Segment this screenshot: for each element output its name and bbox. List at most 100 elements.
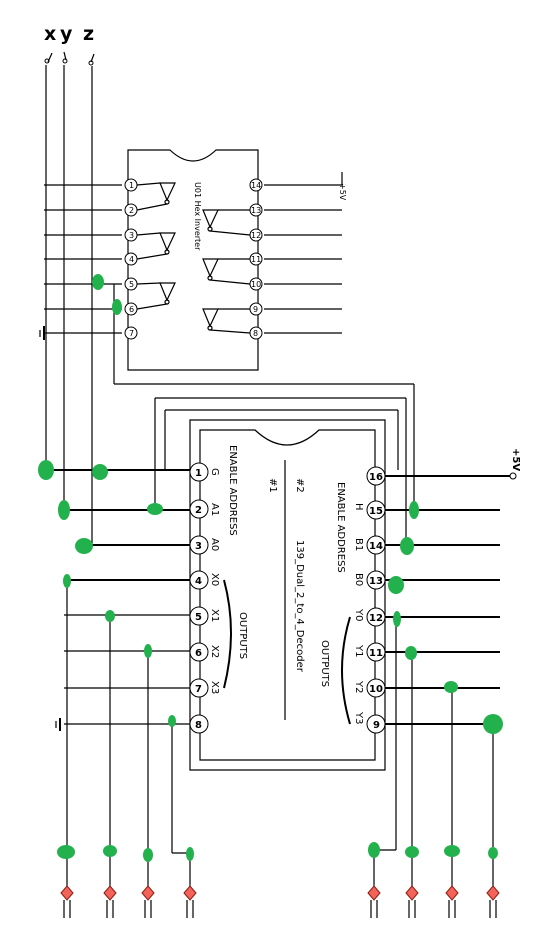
inverter-pin-14 <box>249 178 263 192</box>
decoder-pin-13 <box>366 570 386 590</box>
decoder-pin-4-label: 4 <box>195 576 202 587</box>
inverter-supply-label: +5V <box>338 183 347 201</box>
output-lamp <box>367 885 381 918</box>
signal-marker <box>58 500 70 520</box>
signal-marker <box>38 460 54 480</box>
inverter-pin-11-label: 11 <box>251 255 261 264</box>
inverter-pin-4-label: 4 <box>129 255 134 264</box>
decoder-pin-10-label: 10 <box>369 684 383 695</box>
decoder-left-outputs-bracket <box>223 579 232 689</box>
signal-marker <box>388 576 404 594</box>
decoder-pin-1 <box>189 462 209 482</box>
signal-marker <box>75 538 93 554</box>
decoder-left-x2-label: X2 <box>209 645 220 658</box>
output-lamp <box>405 885 419 918</box>
signal-marker <box>105 610 115 622</box>
decoder-pin-5 <box>189 606 209 626</box>
decoder-left-a0-label: A0 <box>209 538 220 551</box>
output-lamp <box>103 885 117 918</box>
decoder-pin-8-label: 8 <box>195 720 202 731</box>
inverter-gate <box>202 258 251 285</box>
input-label-y: y <box>60 23 73 45</box>
input-label-z: z <box>83 23 94 45</box>
signal-marker <box>92 274 104 290</box>
decoder-pin-16-label: 16 <box>369 472 383 483</box>
decoder-pin-7-label: 7 <box>195 684 202 695</box>
switch-y[interactable] <box>62 51 68 64</box>
signal-marker <box>488 847 498 859</box>
signal-marker <box>400 537 414 555</box>
decoder-pin-3 <box>189 535 209 555</box>
decoder-left-g-label: G <box>209 468 220 476</box>
signal-marker <box>405 846 419 858</box>
signal-marker <box>92 464 108 480</box>
hex-inverter-chip: +5V 1 2 3 4 5 6 7 14 13 12 11 10 9 8 <box>39 149 347 371</box>
decoder-right-y0-label: Y0 <box>353 608 364 621</box>
signal-marker <box>112 299 122 315</box>
inverter-gate <box>202 209 251 236</box>
inverter-pin-1-label: 1 <box>129 181 134 190</box>
decoder-right-b0-label: B0 <box>353 573 364 586</box>
output-lamp <box>60 885 74 918</box>
signal-marker <box>393 611 401 627</box>
switch-z[interactable] <box>88 53 95 66</box>
decoder-pin-12-label: 12 <box>369 613 383 624</box>
inverter-pin-6-label: 6 <box>129 305 134 314</box>
signal-marker <box>483 714 503 734</box>
signal-marker <box>57 845 75 859</box>
input-label-x: x <box>44 23 56 45</box>
decoder-right-outputs-bracket <box>341 616 351 725</box>
signal-marker <box>63 574 71 588</box>
inverter-pin-14-label: 14 <box>251 181 261 190</box>
decoder-right-h-label: H <box>353 503 364 511</box>
inverter-gate <box>136 182 176 211</box>
decoder-pin-11 <box>366 642 386 662</box>
decoder-pin-1-label: 1 <box>195 468 202 479</box>
decoder-right-outputs-label: OUTPUTS <box>319 640 330 687</box>
decoder-left-outputs-label: OUTPUTS <box>237 612 248 659</box>
decoder-pin-5-label: 5 <box>195 612 202 623</box>
decoder-pin-12 <box>366 607 386 627</box>
output-lamp <box>141 885 155 918</box>
output-lamp <box>445 885 459 918</box>
signal-marker <box>444 681 458 693</box>
decoder-mark-1: #1 <box>267 478 278 493</box>
signal-marker <box>144 644 152 658</box>
decoder-left-header: ENABLE ADDRESS <box>227 445 238 536</box>
decoder-pin-2-label: 2 <box>195 505 202 516</box>
inverter-pin-5-label: 5 <box>129 280 134 289</box>
signal-marker <box>409 501 419 519</box>
signal-marker <box>405 646 417 660</box>
decoder-pin-4 <box>189 570 209 590</box>
inverter-gate <box>202 308 251 334</box>
signal-marker <box>444 845 460 857</box>
decoder-pin-2 <box>189 499 209 519</box>
switch-x[interactable] <box>44 52 53 64</box>
decoder-pin-15-label: 15 <box>369 506 383 517</box>
decoder-pin-10 <box>366 678 386 698</box>
decoder-pin-15 <box>366 500 386 520</box>
inverter-pin-8-label: 8 <box>253 329 258 338</box>
decoder-pin-6 <box>189 642 209 662</box>
decoder-pin-13-label: 13 <box>369 576 383 587</box>
decoder-supply-label: +5V <box>510 448 521 471</box>
decoder-right-y2-label: Y2 <box>353 680 364 693</box>
decoder-title: 139_Dual_2_to_4_Decoder <box>294 540 305 673</box>
signal-marker <box>186 847 194 861</box>
decoder-right-y1-label: Y1 <box>353 644 364 657</box>
inverter-pin-9-label: 9 <box>253 305 258 314</box>
decoder-pin-9 <box>366 714 386 734</box>
signal-markers <box>38 274 503 862</box>
decoder-pin-14-label: 14 <box>369 541 383 552</box>
inverter-part-label: U01 Hex Inverter <box>193 182 202 251</box>
inverter-gate <box>136 282 176 310</box>
decoder-pin-8 <box>189 714 209 734</box>
inverter-gate <box>136 232 176 260</box>
decoder-right-y3-label: Y3 <box>353 711 364 724</box>
output-lamp <box>486 885 500 918</box>
decoder-pin-9-label: 9 <box>373 720 380 731</box>
signal-marker <box>103 845 117 857</box>
signal-marker <box>143 848 153 862</box>
decoder-right-header: ENABLE ADDRESS <box>335 482 346 573</box>
